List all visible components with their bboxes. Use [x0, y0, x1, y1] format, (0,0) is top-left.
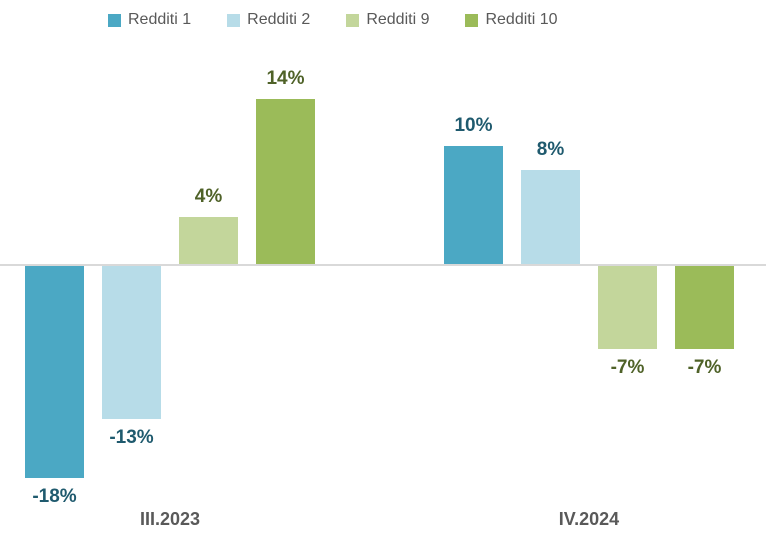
legend-swatch-icon: [346, 13, 360, 27]
data-label: -7%: [687, 357, 722, 378]
bar-redditi-9-iv-2024: [598, 266, 657, 349]
bar-redditi-9-iii-2023: [179, 217, 238, 264]
legend-item-4: Redditi 10: [465, 11, 558, 28]
legend-item-3: Redditi 9: [346, 12, 429, 28]
data-label: 10%: [454, 115, 493, 136]
legend-swatch-icon: [465, 13, 479, 27]
bar-redditi-2-iii-2023: [102, 266, 161, 419]
legend-swatch-icon: [227, 13, 241, 27]
bar-redditi-10-iii-2023: [256, 99, 315, 264]
legend-item-1: Redditi 1: [108, 12, 191, 28]
category-label-iv-2024: IV.2024: [558, 509, 620, 529]
category-label-iii-2023: III.2023: [139, 509, 201, 529]
data-label: 8%: [536, 139, 565, 160]
data-label: 4%: [194, 186, 223, 207]
data-label: -13%: [109, 427, 154, 448]
bar-redditi-2-iv-2024: [521, 170, 580, 264]
bar-redditi-1-iii-2023: [25, 266, 84, 478]
legend-label: Redditi 9: [366, 11, 430, 28]
bar-redditi-10-iv-2024: [675, 266, 734, 349]
chart-legend: Redditi 1 Redditi 2 Redditi 9 Redditi 10: [108, 12, 558, 28]
bar-redditi-1-iv-2024: [444, 146, 503, 264]
data-label: -7%: [610, 357, 645, 378]
data-label: -18%: [32, 486, 77, 507]
legend-label: Redditi 10: [485, 11, 558, 28]
legend-label: Redditi 1: [128, 11, 192, 28]
legend-swatch-icon: [108, 13, 121, 27]
legend-label: Redditi 2: [247, 11, 311, 28]
data-label: 14%: [266, 68, 305, 89]
legend-item-2: Redditi 2: [227, 12, 310, 28]
x-axis-line: [0, 264, 766, 266]
